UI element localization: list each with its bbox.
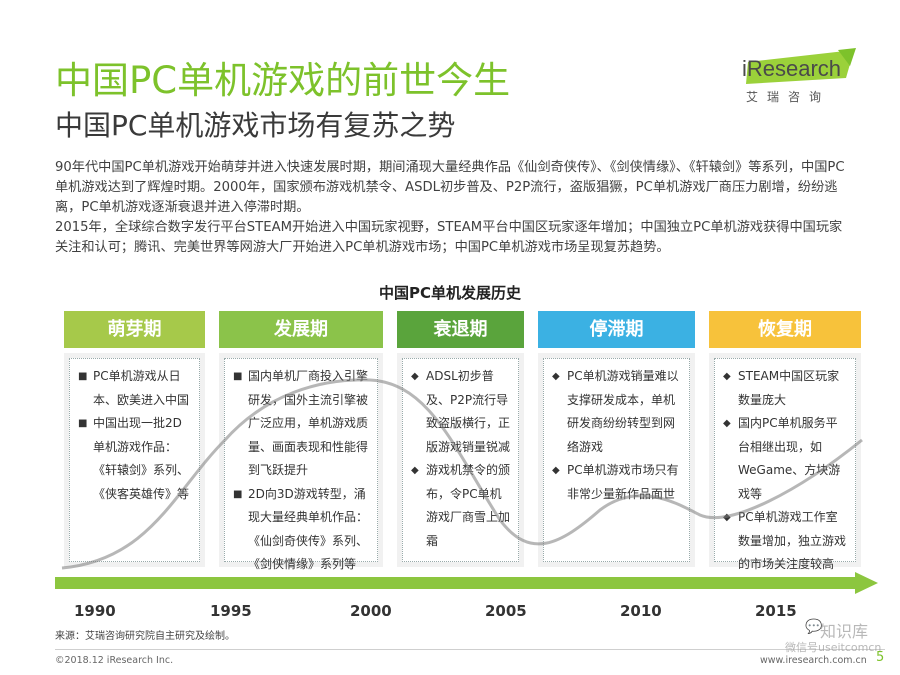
phase-box-decline: ◆ ADSL初步普及、P2P流行导致盗版横行，正版游戏销量锐减 ◆ 游戏机禁令的颁布…	[402, 358, 519, 562]
intro-paragraph-2: 2015年，全球综合数字发行平台STEAM开始进入中国玩家视野，STEAM平台中…	[55, 220, 843, 255]
logo-chinese-name: 艾瑞咨询	[746, 90, 831, 104]
iresearch-logo: iResearch 艾瑞咨询	[742, 48, 860, 106]
timeline-arrow	[55, 572, 878, 594]
year-label: 1995	[210, 602, 252, 620]
source-note: 来源：艾瑞咨询研究院自主研究及绘制。	[55, 631, 235, 642]
phase-header-sprout: 萌芽期	[64, 311, 205, 348]
footer-divider	[55, 649, 885, 650]
intro-text: 90年代中国PC单机游戏开始萌芽并进入快速发展时期，期间涌现大量经典作品《仙剑奇…	[55, 158, 845, 258]
phase-box-sprout: ■ PC单机游戏从日本、欧美进入中国 ■ 中国出现一批2D单机游戏作品：《轩辕剑》系…	[69, 358, 200, 562]
phase-box-stagnation: ◆ PC单机游戏销量难以支撑研发成本，单机研发商纷纷转型到网络游戏 ◆ PC单机游戏…	[543, 358, 690, 562]
logo-wordmark: iResearch	[742, 56, 842, 81]
phase-header-growth: 发展期	[219, 311, 383, 348]
phase-header-stagnation: 停滞期	[538, 311, 695, 348]
page-subtitle: 中国PC单机游戏市场有复苏之势	[55, 109, 456, 142]
logo-banner-shape	[746, 48, 856, 84]
list-item: ◆ PC单机游戏销量难以支撑研发成本，单机研发商纷纷转型到网络游戏	[552, 369, 679, 454]
intro-paragraph-1: 90年代中国PC单机游戏开始萌芽并进入快速发展时期，期间涌现大量经典作品《仙剑奇…	[55, 160, 845, 215]
list-item: ■ 中国出现一批2D单机游戏作品：《轩辕剑》系列、《侠客英雄传》等	[78, 416, 190, 501]
watermark-sub: 微信号useitcomcn	[785, 641, 882, 654]
page-number: 5	[876, 650, 885, 665]
wechat-icon: 💬	[805, 619, 823, 635]
list-item: ◆ STEAM中国区玩家数量庞大	[723, 369, 840, 407]
year-label: 2000	[350, 602, 392, 620]
phase-header-decline: 衰退期	[397, 311, 524, 348]
phase-header-recovery: 恢复期	[709, 311, 861, 348]
list-item: ◆ 游戏机禁令的颁布，令PC单机游戏厂商雪上加霜	[411, 463, 511, 548]
copyright-text: ©2018.12 iResearch Inc.	[55, 655, 174, 666]
list-item: ■ 国内单机厂商投入引擎研发，国外主流引擎被广泛应用，单机游戏质量、画面表现和性能…	[233, 369, 369, 477]
year-label: 2015	[755, 602, 797, 620]
list-item: ◆ PC单机游戏工作室数量增加，独立游戏的市场关注度较高	[723, 510, 847, 571]
website-link[interactable]: www.iresearch.com.cn	[760, 655, 867, 666]
year-label: 2005	[485, 602, 527, 620]
list-item: ◆ ADSL初步普及、P2P流行导致盗版横行，正版游戏销量锐减	[411, 369, 511, 454]
phase-box-recovery: ◆ STEAM中国区玩家数量庞大 ◆ 国内PC单机服务平台相继出现，如WeGame、…	[714, 358, 856, 571]
watermark: 💬 知识库 微信号useitcomcn	[785, 615, 895, 655]
year-label: 1990	[74, 602, 116, 620]
timeline-title: 中国PC单机发展历史	[378, 284, 521, 302]
list-item: ■ PC单机游戏从日本、欧美进入中国	[78, 369, 190, 407]
page-title: 中国PC单机游戏的前世今生	[55, 59, 511, 102]
phase-box-growth: ■ 国内单机厂商投入引擎研发，国外主流引擎被广泛应用，单机游戏质量、画面表现和性能…	[224, 358, 378, 571]
list-item: ◆ PC单机游戏市场只有非常少量新作品面世	[552, 463, 679, 501]
watermark-main: 知识库	[820, 622, 869, 641]
list-item: ■ 2D向3D游戏转型，涌现大量经典单机作品：《仙剑奇侠传》系列、《剑侠情缘》系列…	[233, 486, 369, 572]
year-label: 2010	[620, 602, 662, 620]
list-item: ◆ 国内PC单机服务平台相继出现，如WeGame、方块游戏等	[723, 416, 841, 501]
